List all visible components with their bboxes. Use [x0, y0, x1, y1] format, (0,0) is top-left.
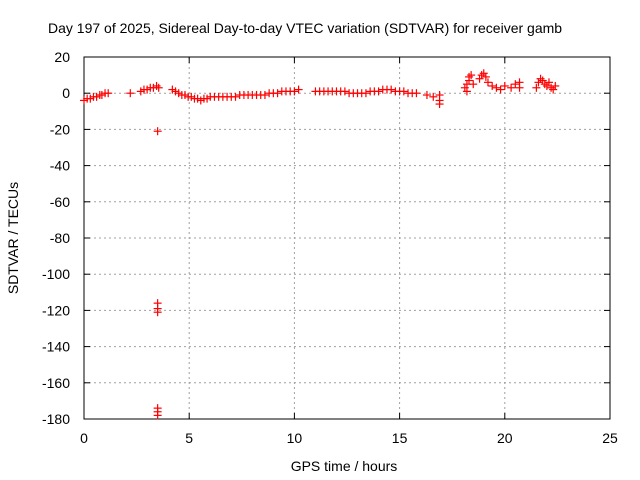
- data-point: [435, 100, 444, 109]
- data-point: [374, 87, 383, 96]
- y-tick-label: -180: [42, 411, 70, 427]
- data-point: [500, 81, 509, 90]
- data-point: [532, 83, 541, 92]
- data-point: [340, 87, 349, 96]
- data-point: [538, 76, 547, 85]
- data-point: [399, 87, 408, 96]
- tick-layer: 20 0 -20 -40 -60 -80 -100 -120 -140 -160 -180 0 5 10 1…: [42, 49, 618, 446]
- y-tick-label: -60: [50, 194, 70, 210]
- y-tick-label: -40: [50, 158, 70, 174]
- y-axis-title: SDTVAR / TECUs: [5, 182, 21, 294]
- data-point: [154, 83, 163, 92]
- data-point: [507, 83, 516, 92]
- data-point: [469, 80, 478, 89]
- y-tick-label: -120: [42, 302, 70, 318]
- data-point: [231, 92, 240, 101]
- data-point: [481, 72, 490, 81]
- y-tick-label: -160: [42, 375, 70, 391]
- data-points: [80, 69, 560, 420]
- data-point: [467, 71, 476, 80]
- data-point: [488, 81, 497, 90]
- data-point: [544, 78, 553, 87]
- y-tick-label: 0: [62, 85, 70, 101]
- data-point: [153, 411, 162, 420]
- data-point: [387, 85, 396, 94]
- x-tick-label: 20: [497, 430, 513, 446]
- x-tick-label: 25: [602, 430, 618, 446]
- data-point: [475, 74, 484, 83]
- data-point: [483, 78, 492, 87]
- data-point: [477, 71, 486, 80]
- data-point: [153, 127, 162, 136]
- data-point: [511, 80, 520, 89]
- x-tick-label: 0: [80, 430, 88, 446]
- y-tick-label: 20: [54, 49, 70, 65]
- data-point: [479, 69, 488, 78]
- y-tick-label: -140: [42, 339, 70, 355]
- data-point: [462, 87, 471, 96]
- y-tick-label: -100: [42, 266, 70, 282]
- data-point: [260, 91, 269, 100]
- data-point: [412, 89, 421, 98]
- data-point: [549, 85, 558, 94]
- x-tick-label: 5: [185, 430, 193, 446]
- x-axis-title: GPS time / hours: [291, 458, 398, 474]
- x-tick-label: 10: [287, 430, 303, 446]
- data-point: [492, 83, 501, 92]
- grid-layer: [83, 56, 611, 420]
- y-tick-label: -20: [50, 121, 70, 137]
- data-point: [104, 89, 113, 98]
- data-point: [542, 81, 551, 90]
- data-point: [273, 89, 282, 98]
- data-point: [126, 89, 135, 98]
- data-point: [465, 72, 474, 81]
- chart-title: Day 197 of 2025, Sidereal Day-to-day VTE…: [48, 20, 562, 36]
- data-point: [460, 83, 469, 92]
- data-point: [496, 85, 505, 94]
- y-tick-label: -80: [50, 230, 70, 246]
- data-point: [547, 83, 556, 92]
- plot-frame: [83, 56, 611, 420]
- data-point: [515, 83, 524, 92]
- data-point: [361, 89, 370, 98]
- data-point: [551, 81, 560, 90]
- data-point: [422, 91, 431, 100]
- data-point: [540, 80, 549, 89]
- data-point: [290, 87, 299, 96]
- data-point: [429, 92, 438, 101]
- data-point: [534, 78, 543, 87]
- data-point: [536, 74, 545, 83]
- x-tick-label: 15: [392, 430, 408, 446]
- data-point: [294, 85, 303, 94]
- data-point: [153, 308, 162, 317]
